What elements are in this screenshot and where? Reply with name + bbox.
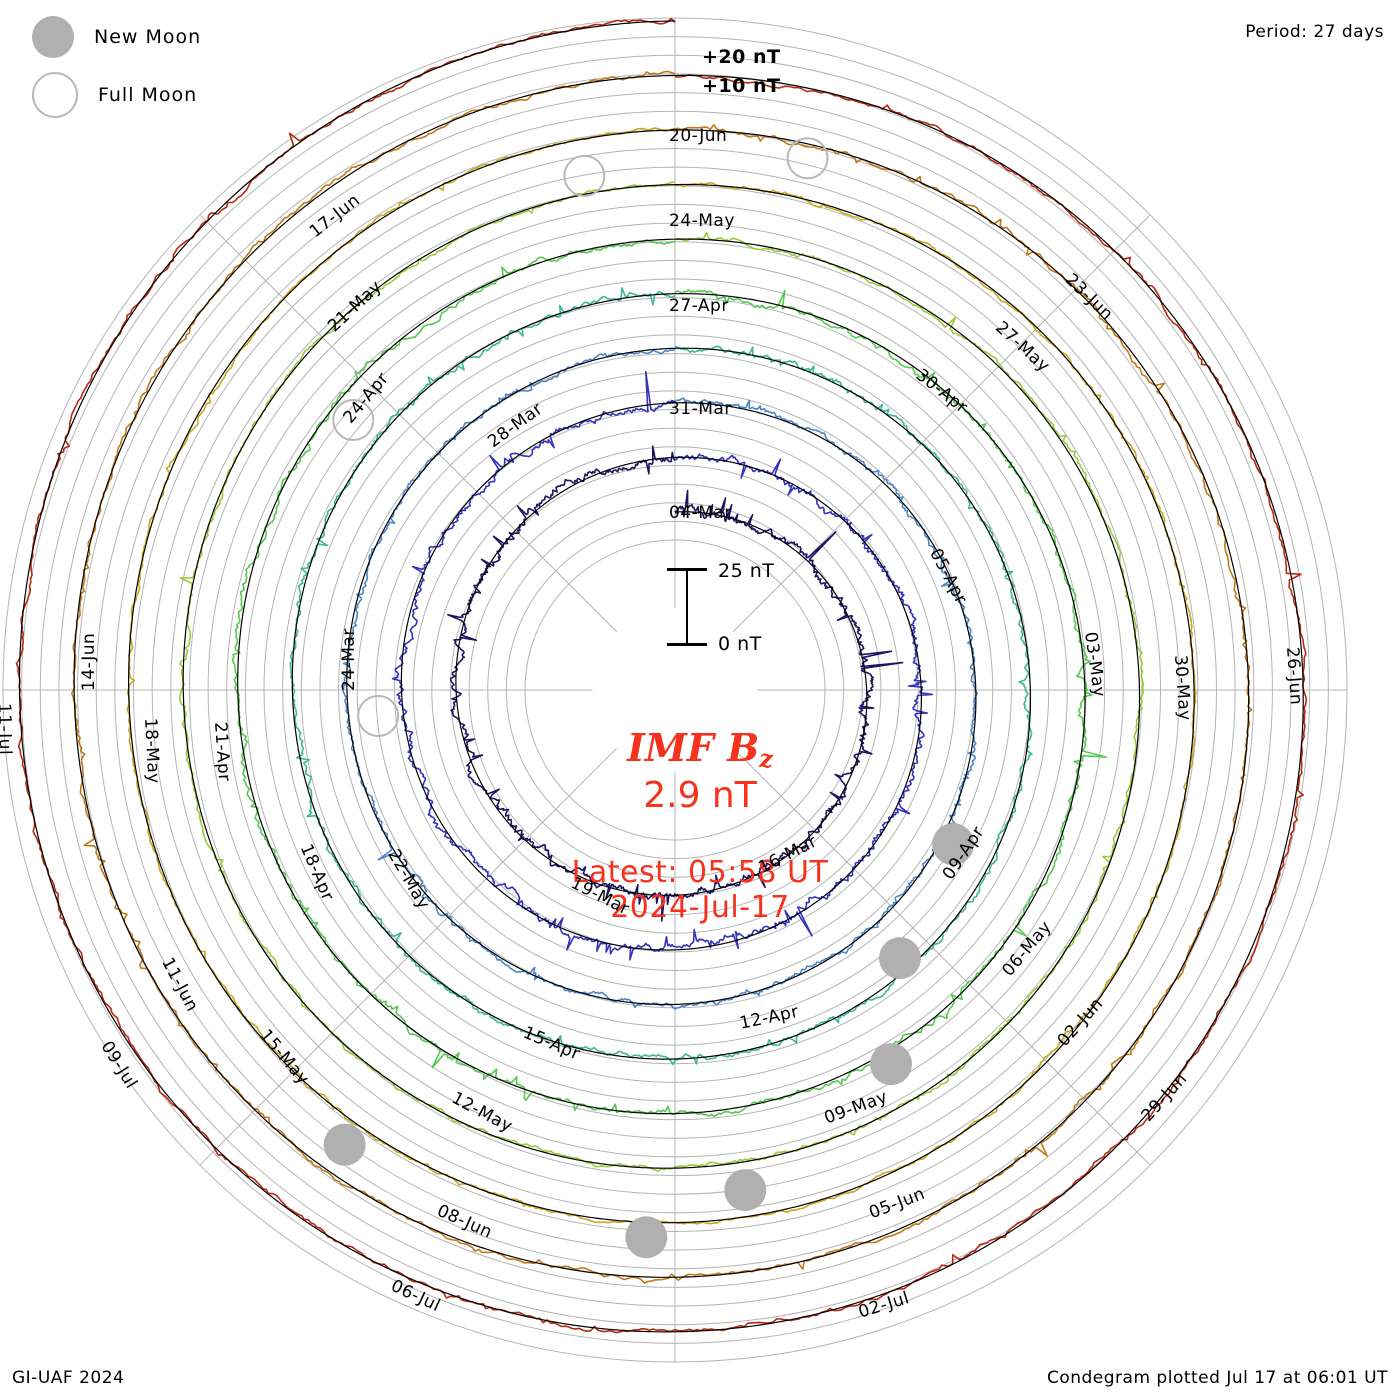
- latest-date-label: 2024-Jul-17: [610, 890, 790, 925]
- new-moon-marker: [625, 1216, 668, 1259]
- series-baseline: [73, 74, 1250, 1278]
- full-moon-marker: [332, 399, 375, 442]
- date-label: 11-Jul: [0, 702, 16, 755]
- series-baseline: [237, 238, 1086, 1115]
- full-moon-marker: [786, 137, 829, 180]
- scale-bar-line: [686, 568, 688, 646]
- grid-spoke: [732, 747, 1151, 1166]
- series-baseline: [291, 293, 1031, 1060]
- date-label: 24-Mar: [339, 628, 359, 691]
- current-value: 2.9 nT: [643, 775, 757, 816]
- legend-label-new-moon: New Moon: [94, 26, 202, 48]
- ring-label-20nt: +20 nT: [702, 46, 781, 68]
- date-label: 18-May: [139, 717, 164, 785]
- series-baseline: [400, 402, 922, 951]
- series-baseline: [18, 20, 1304, 1333]
- ring-label-10nt: +10 nT: [702, 75, 781, 97]
- quantity-subscript: z: [759, 744, 773, 773]
- credit-label: GI-UAF 2024: [12, 1368, 125, 1388]
- grid-spoke: [199, 214, 618, 633]
- series-layer: [15, 17, 1308, 1334]
- filled-circle-icon: [32, 16, 74, 58]
- legend-label-full-moon: Full Moon: [98, 84, 198, 106]
- new-moon-marker: [870, 1043, 912, 1086]
- series-trace: [447, 445, 904, 922]
- scale-bar-tick-top: [667, 568, 707, 571]
- full-moon-marker: [357, 694, 400, 737]
- date-label: 20-Jun: [669, 126, 728, 146]
- period-label: Period: 27 days: [1245, 22, 1384, 42]
- moon-phase-legend: New Moon Full Moon: [18, 8, 201, 124]
- date-label: 04-Mar: [669, 503, 732, 523]
- series-trace: [15, 17, 1308, 1334]
- scale-bar-label-top: 25 nT: [718, 560, 775, 582]
- date-label: 24-May: [669, 211, 735, 231]
- new-moon-marker: [323, 1123, 366, 1166]
- date-label: 30-May: [1169, 654, 1195, 722]
- latest-time-label: Latest: 05:58 UT: [571, 855, 829, 890]
- series-baseline: [455, 456, 868, 897]
- date-label: 21-Apr: [210, 721, 235, 783]
- grid-spoke: [732, 214, 1151, 633]
- scale-bar-label-bottom: 0 nT: [718, 633, 762, 655]
- date-label: 31-Mar: [669, 399, 732, 419]
- plotted-timestamp: Condegram plotted Jul 17 at 06:01 UT: [1046, 1368, 1388, 1388]
- date-label: 27-Apr: [669, 296, 729, 316]
- quantity-name: IMF B: [627, 725, 760, 770]
- legend-item-full-moon: Full Moon: [18, 66, 201, 124]
- new-moon-marker: [724, 1169, 767, 1212]
- series-baseline: [182, 184, 1141, 1169]
- moon-marker-layer: [323, 137, 975, 1259]
- series-trace: [231, 239, 1108, 1118]
- new-moon-marker: [878, 937, 921, 980]
- series-trace: [391, 371, 934, 961]
- series-trace: [341, 348, 978, 1010]
- legend-item-new-moon: New Moon: [18, 8, 201, 66]
- series-baseline: [128, 129, 1195, 1224]
- series-baseline: [346, 347, 977, 1006]
- open-circle-icon: [32, 72, 78, 118]
- quantity-title: IMF Bz: [0, 725, 1400, 773]
- full-moon-marker: [563, 154, 606, 197]
- new-moon-marker: [932, 823, 975, 866]
- scale-bar-tick-bottom: [667, 643, 707, 646]
- date-label: 14-Jun: [79, 632, 99, 691]
